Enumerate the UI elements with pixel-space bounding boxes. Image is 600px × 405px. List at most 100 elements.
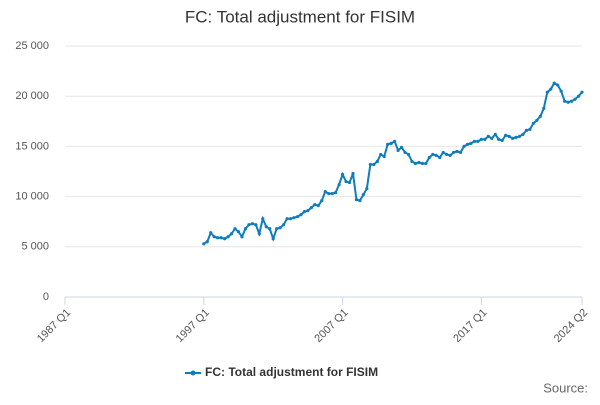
data-point <box>358 199 362 203</box>
x-tick-label: 1997 Q1 <box>174 307 212 345</box>
data-point <box>556 83 560 87</box>
data-point <box>323 189 327 194</box>
data-point <box>559 89 563 93</box>
data-point <box>375 159 379 164</box>
data-point <box>209 231 213 235</box>
data-point <box>514 135 518 139</box>
data-point <box>531 121 536 125</box>
data-point <box>563 99 567 103</box>
data-point <box>278 226 282 230</box>
legend-marker <box>190 370 196 376</box>
data-point <box>316 204 320 208</box>
data-point <box>507 134 511 138</box>
data-point <box>393 139 397 143</box>
x-tick-label: 1987 Q1 <box>35 307 73 345</box>
y-tick-label: 25 000 <box>15 40 49 52</box>
data-point <box>285 217 289 221</box>
data-point <box>327 191 331 196</box>
data-point <box>302 210 307 214</box>
data-point <box>320 199 324 203</box>
data-point <box>573 97 577 101</box>
data-point <box>511 136 515 140</box>
data-point <box>500 138 504 142</box>
data-point <box>229 232 234 236</box>
source: Source: <box>543 380 588 395</box>
legend-label: FC: Total adjustment for FISIM <box>205 365 378 379</box>
data-point <box>538 114 542 118</box>
data-point <box>205 240 209 244</box>
data-point <box>396 148 400 153</box>
data-point <box>247 223 251 227</box>
data-point <box>455 149 459 154</box>
data-point <box>552 81 556 85</box>
y-tick-label: 20 000 <box>15 90 49 102</box>
data-point <box>240 235 244 239</box>
data-point <box>340 172 345 177</box>
data-point <box>569 99 574 103</box>
data-point <box>472 139 477 143</box>
data-point <box>535 118 539 122</box>
data-point <box>292 216 296 220</box>
data-point <box>299 213 303 217</box>
data-point <box>410 159 414 164</box>
data-point <box>254 223 258 227</box>
data-point <box>330 191 334 196</box>
data-point <box>452 150 456 155</box>
x-tick-label: 2024 Q2 <box>552 307 590 345</box>
data-point <box>334 190 338 195</box>
data-point <box>399 145 404 150</box>
data-point <box>469 141 473 145</box>
data-point <box>476 139 480 143</box>
data-point <box>445 152 449 157</box>
data-point <box>361 192 366 197</box>
data-point <box>580 90 584 94</box>
data-point <box>365 186 369 191</box>
data-point <box>354 198 359 202</box>
data-point <box>420 161 424 166</box>
data-point <box>403 150 407 155</box>
data-point <box>202 242 206 246</box>
data-point <box>295 215 300 219</box>
data-point <box>483 137 487 141</box>
data-point <box>528 127 532 131</box>
data-point <box>281 223 286 227</box>
data-point <box>427 155 431 160</box>
data-point <box>490 136 494 140</box>
y-tick-label: 10 000 <box>15 191 49 203</box>
data-point <box>372 162 376 167</box>
data-point <box>545 90 549 94</box>
y-tick-label: 5 000 <box>21 241 49 253</box>
chart-title: FC: Total adjustment for FISIM <box>185 7 415 26</box>
data-point <box>257 232 261 236</box>
data-point <box>216 236 220 240</box>
x-tick-label: 2017 Q1 <box>451 307 489 345</box>
y-tick-label: 15 000 <box>15 140 49 152</box>
data-point <box>406 152 411 157</box>
data-point <box>462 144 466 148</box>
data-point <box>424 161 428 166</box>
data-point <box>438 155 442 160</box>
data-point <box>382 154 386 159</box>
data-point <box>441 150 445 155</box>
data-point <box>566 100 570 104</box>
data-point <box>347 180 352 185</box>
data-point <box>417 160 421 165</box>
y-tick-label: 0 <box>43 291 49 303</box>
data-point <box>219 236 223 240</box>
data-point <box>549 87 553 91</box>
data-point <box>576 94 581 98</box>
data-point <box>268 227 272 231</box>
data-point <box>389 141 393 145</box>
data-point <box>497 137 501 141</box>
data-point <box>275 227 279 231</box>
data-point <box>493 132 497 136</box>
data-point <box>517 134 522 138</box>
data-point <box>344 179 348 184</box>
data-point <box>313 203 317 207</box>
data-point <box>243 227 248 231</box>
data-point <box>486 134 490 138</box>
data-point <box>351 171 355 176</box>
data-point <box>271 237 275 241</box>
